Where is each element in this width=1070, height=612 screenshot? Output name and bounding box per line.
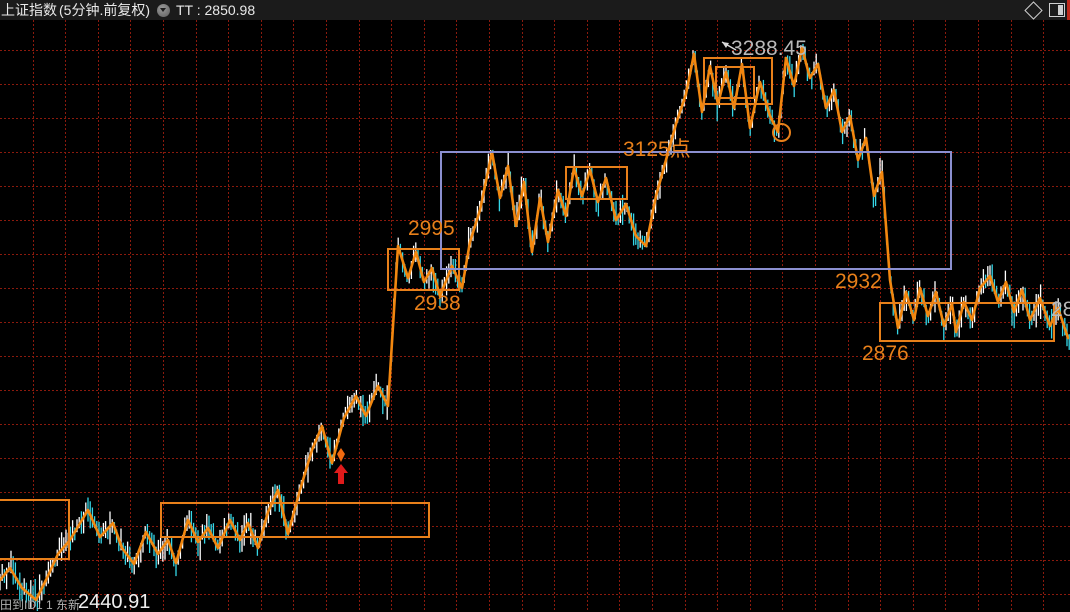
grid-line-vertical: [65, 20, 66, 612]
box-right-range: [879, 302, 1055, 342]
grid-line-horizontal: [0, 186, 1070, 187]
grid-line-vertical: [293, 20, 294, 612]
grid-line-horizontal: [0, 458, 1070, 459]
box-mid-consolidation: [565, 166, 628, 200]
grid-line-horizontal: [0, 526, 1070, 527]
grid-line-vertical: [261, 20, 262, 612]
grid-line-vertical: [815, 20, 816, 612]
title-bar: 上证指数 (5分钟.前复权) TT : 2850.98: [0, 0, 1070, 20]
peak-pointer-leader: [721, 41, 737, 51]
grid-line-vertical: [228, 20, 229, 612]
grid-line-vertical: [163, 20, 164, 612]
grid-line-vertical: [98, 20, 99, 612]
indicator-value: TT : 2850.98: [176, 2, 256, 18]
grid-line-vertical: [587, 20, 588, 612]
grid-line-horizontal: [0, 118, 1070, 119]
grid-line-vertical: [978, 20, 979, 612]
grid-line-vertical: [391, 20, 392, 612]
grid-line-vertical: [130, 20, 131, 612]
label-3288: 3288.45: [731, 37, 807, 60]
grid-line-horizontal: [0, 492, 1070, 493]
half-filled-square-icon[interactable]: [1049, 3, 1065, 17]
box-base-range: [160, 502, 430, 538]
grid-line-horizontal: [0, 220, 1070, 221]
chevron-down-circle-icon[interactable]: [157, 3, 170, 17]
grid-line-horizontal: [0, 356, 1070, 357]
label-2995: 2995: [408, 217, 455, 240]
grid-line-horizontal: [0, 424, 1070, 425]
chart-plot-area[interactable]: 2995 2938 3125点 3288.45 2932 2876 28 田到I…: [0, 20, 1070, 612]
red-accent-bar: [1067, 0, 1070, 20]
grid-line-vertical: [456, 20, 457, 612]
box-left-clipped: [0, 499, 70, 560]
circle-marker-low: [772, 123, 791, 142]
title-bar-icons: [1024, 0, 1070, 20]
label-28-clipped: 28: [1051, 298, 1070, 321]
grid-line-vertical: [326, 20, 327, 612]
footer-readout: 田到ID1 1 东新 2440.91: [0, 591, 151, 612]
box-top-inner: [715, 66, 755, 99]
grid-line-horizontal: [0, 594, 1070, 595]
grid-line-vertical: [717, 20, 718, 612]
footer-partial-text: 田到ID1 1 东新: [0, 598, 81, 612]
grid-line-vertical: [196, 20, 197, 612]
label-2938: 2938: [414, 292, 461, 315]
box-top-outer: [703, 57, 773, 105]
label-2932: 2932: [835, 270, 882, 293]
grid-line-horizontal: [0, 50, 1070, 51]
grid-line-vertical: [359, 20, 360, 612]
grid-line-horizontal: [0, 322, 1070, 323]
grid-line-vertical: [554, 20, 555, 612]
grid-line-vertical: [848, 20, 849, 612]
label-3125: 3125点: [623, 138, 691, 161]
grid-line-vertical: [424, 20, 425, 612]
price-series-svg: [0, 41, 1070, 611]
grid-line-vertical: [489, 20, 490, 612]
grid-line-horizontal: [0, 390, 1070, 391]
grid-line-vertical: [1043, 20, 1044, 612]
grid-line-horizontal: [0, 288, 1070, 289]
red-up-arrow-marker: [334, 448, 348, 484]
grid-line-vertical: [619, 20, 620, 612]
grid-line-horizontal: [0, 560, 1070, 561]
symbol-name[interactable]: 上证指数: [1, 2, 57, 18]
grid-line-vertical: [685, 20, 686, 612]
grid-line-horizontal: [0, 254, 1070, 255]
diamond-outline-icon[interactable]: [1024, 0, 1043, 20]
period-label[interactable]: (5分钟.前复权): [59, 2, 150, 18]
box-violet-range: [440, 151, 952, 270]
label-2876: 2876: [862, 342, 909, 365]
grid-line-horizontal: [0, 84, 1070, 85]
grid-line-vertical: [652, 20, 653, 612]
grid-line-vertical: [33, 20, 34, 612]
grid-line-vertical: [750, 20, 751, 612]
grid-line-vertical: [782, 20, 783, 612]
grid-line-vertical: [522, 20, 523, 612]
zigzag-overlay-line: [0, 46, 1070, 602]
footer-value: 2440.91: [78, 591, 151, 612]
